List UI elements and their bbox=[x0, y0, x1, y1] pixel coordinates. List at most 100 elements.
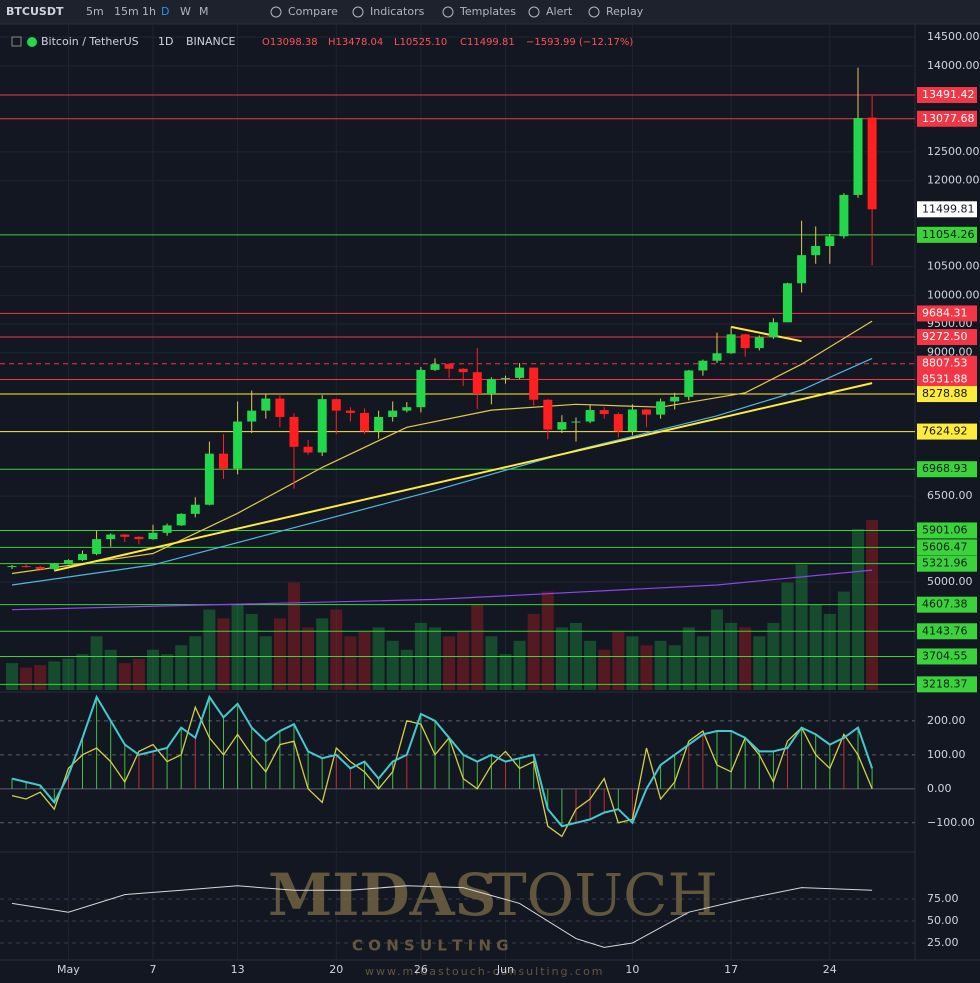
moving-average bbox=[11, 569, 873, 611]
volume-bar bbox=[429, 627, 441, 690]
candle-body bbox=[670, 396, 680, 402]
interval-button[interactable]: D bbox=[161, 5, 169, 18]
y-tick-label: 25.00 bbox=[927, 936, 959, 949]
volume-bar bbox=[330, 609, 343, 690]
volume-bar bbox=[161, 654, 174, 690]
volume-bar bbox=[612, 631, 625, 690]
volume-bar bbox=[739, 627, 752, 690]
volume-bar bbox=[62, 658, 75, 690]
ohlc-value: −1593.99 (−12.17%) bbox=[526, 37, 633, 48]
candle-body bbox=[176, 513, 186, 526]
grid bbox=[0, 24, 915, 960]
symbol[interactable]: BTCUSDT bbox=[6, 5, 64, 18]
toolbar-button[interactable]: Templates bbox=[459, 5, 516, 18]
candle-body bbox=[78, 554, 87, 561]
ohlc-value: O13098.38 bbox=[262, 37, 318, 48]
y-tick-label: 12000.00 bbox=[927, 174, 980, 187]
interval-button[interactable]: 15m bbox=[114, 5, 139, 18]
interval-button[interactable]: 1h bbox=[142, 5, 156, 18]
price-tag bbox=[917, 555, 977, 572]
candle-body bbox=[839, 194, 849, 237]
candle-body bbox=[642, 409, 651, 415]
volume-bar bbox=[527, 613, 540, 690]
collapse-icon[interactable] bbox=[11, 36, 22, 47]
y-tick-label: 14500.00 bbox=[927, 30, 980, 43]
chart-exchange: BINANCE bbox=[186, 35, 235, 48]
candle-body bbox=[486, 379, 496, 394]
candle-body bbox=[190, 504, 200, 514]
ohlc-value: C11499.81 bbox=[460, 37, 515, 48]
volume-bar bbox=[104, 649, 117, 690]
price-tag-label: 3704.55 bbox=[922, 649, 968, 662]
volume-bar bbox=[626, 636, 639, 690]
volume-bar bbox=[288, 582, 300, 690]
oscillator-line bbox=[11, 694, 874, 828]
volume-bar bbox=[711, 609, 723, 690]
volume-bar bbox=[76, 654, 89, 690]
x-tick-label: 26 bbox=[414, 963, 428, 976]
ohlc-value: L10525.10 bbox=[394, 37, 447, 48]
volume-bar bbox=[809, 605, 822, 690]
volume-bar bbox=[795, 564, 808, 690]
price-tag-label: 4607.38 bbox=[922, 598, 968, 611]
price-tag-label: 8278.88 bbox=[922, 387, 968, 400]
price-tag bbox=[917, 329, 977, 346]
candle-body bbox=[797, 255, 807, 284]
interval-button[interactable]: M bbox=[199, 5, 209, 18]
candle-body bbox=[740, 334, 750, 349]
price-tag-label: 5901.06 bbox=[922, 523, 968, 536]
candle-body bbox=[233, 421, 243, 469]
volume-bar bbox=[852, 528, 864, 690]
toolbar bbox=[0, 0, 980, 24]
volume-bar bbox=[555, 627, 568, 690]
interval-button[interactable]: 5m bbox=[86, 5, 104, 18]
price-tag-label: 5321.96 bbox=[922, 557, 968, 570]
price-tag bbox=[917, 461, 977, 478]
y-tick-label: 9000.00 bbox=[927, 346, 973, 359]
candle-body bbox=[867, 117, 877, 210]
volume-bar bbox=[231, 605, 244, 690]
candle-body bbox=[726, 334, 736, 354]
ohlc-value: H13478.04 bbox=[328, 37, 383, 48]
volume-bar bbox=[175, 645, 188, 690]
toolbar-button[interactable]: Indicators bbox=[370, 5, 425, 18]
toolbar-button[interactable]: Compare bbox=[288, 5, 338, 18]
volume-bar bbox=[386, 640, 399, 690]
candle-body bbox=[472, 372, 482, 394]
candle-body bbox=[120, 534, 130, 537]
volume-bar bbox=[781, 582, 794, 690]
volume-bar bbox=[513, 640, 526, 690]
x-tick-label: Jun bbox=[496, 963, 514, 976]
candle-body bbox=[374, 416, 384, 432]
candle-body bbox=[275, 398, 285, 417]
y-tick-label: 75.00 bbox=[927, 892, 959, 905]
candle-body bbox=[543, 399, 553, 430]
price-tag bbox=[917, 522, 977, 539]
interval-button[interactable]: W bbox=[180, 5, 191, 18]
trend-line bbox=[730, 325, 802, 343]
candle-body bbox=[345, 410, 355, 413]
volume-bar bbox=[217, 618, 230, 690]
volume-bar bbox=[34, 664, 47, 690]
candle-body bbox=[783, 283, 792, 323]
status-dot bbox=[27, 37, 37, 47]
volume-bar bbox=[499, 654, 512, 690]
toolbar-button[interactable]: Alert bbox=[546, 5, 573, 18]
candle-body bbox=[388, 410, 398, 417]
volume-bar bbox=[598, 649, 611, 690]
volume-bar bbox=[485, 636, 498, 690]
candle-body bbox=[35, 566, 45, 569]
y-tick-label: 10000.00 bbox=[927, 288, 980, 301]
moving-average bbox=[11, 320, 873, 575]
candle-body bbox=[134, 536, 144, 540]
price-tag bbox=[917, 386, 977, 403]
x-tick-label: 13 bbox=[231, 963, 245, 976]
candle-body bbox=[825, 236, 835, 246]
candle-body bbox=[444, 364, 454, 369]
candle-body bbox=[331, 399, 341, 411]
volume-bar bbox=[189, 636, 202, 690]
toolbar-button[interactable]: Replay bbox=[606, 5, 644, 18]
price-tag bbox=[917, 676, 977, 693]
price-tag-label: 3218.37 bbox=[922, 677, 968, 690]
